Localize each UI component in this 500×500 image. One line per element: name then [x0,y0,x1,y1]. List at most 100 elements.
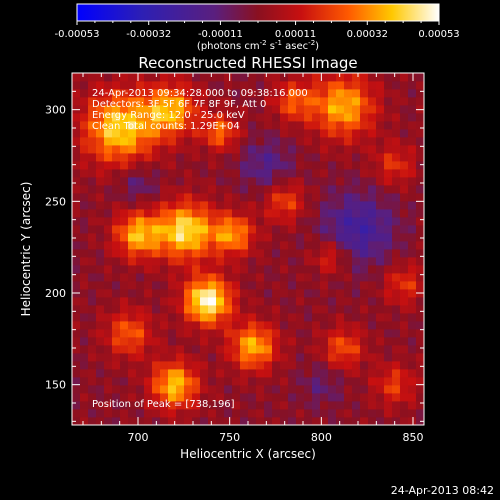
heatmap-cell [280,321,289,330]
heatmap-cell [256,249,265,258]
heatmap-cell [400,121,409,130]
heatmap-cell [136,393,145,402]
heatmap-cell [176,225,185,234]
heatmap-cell [320,193,329,202]
heatmap-cell [112,337,121,346]
heatmap-cell [344,153,353,162]
heatmap-cell [96,305,105,314]
heatmap-cell [320,153,329,162]
heatmap-cell [352,241,361,250]
heatmap-cell [176,329,185,338]
heatmap-cell [216,417,225,425]
heatmap-cell [248,329,257,338]
heatmap-cell [400,393,409,402]
heatmap-cell [328,305,337,314]
heatmap-cell [216,265,225,274]
heatmap-cell [392,353,401,362]
heatmap-cell [152,361,161,370]
heatmap-cell [248,289,257,298]
heatmap-cell [192,241,201,250]
heatmap-cell [240,377,249,386]
heatmap-cell [160,417,169,425]
heatmap-cell [160,105,169,114]
heatmap-cell [72,281,81,290]
heatmap-cell [416,273,424,282]
heatmap-cell [320,289,329,298]
heatmap-cell [160,73,169,82]
heatmap-cell [136,185,145,194]
heatmap-cell [136,217,145,226]
heatmap-cell [368,233,377,242]
heatmap-cell [160,161,169,170]
heatmap-cell [216,409,225,418]
heatmap-cell [256,161,265,170]
heatmap-cell [136,289,145,298]
heatmap-cell [384,265,393,274]
heatmap-cell [72,73,81,82]
heatmap-cell [176,409,185,418]
heatmap-cell [136,265,145,274]
heatmap-cell [344,97,353,106]
heatmap-cell [88,153,97,162]
heatmap-cell [152,249,161,258]
heatmap-cell [72,145,81,154]
heatmap-cell [304,233,313,242]
heatmap-cell [208,153,217,162]
heatmap-cell [240,193,249,202]
heatmap-cell [408,225,417,234]
heatmap-cell [280,297,289,306]
heatmap-cell [184,281,193,290]
heatmap-cell [112,73,121,82]
heatmap-cell [208,257,217,266]
heatmap-cell [336,409,345,418]
colorbar-tick-label: -0.00011 [198,29,243,40]
heatmap-cell [128,353,137,362]
heatmap-cell [312,409,321,418]
heatmap-cell [368,153,377,162]
heatmap-cell [208,169,217,178]
heatmap-cell [136,201,145,210]
heatmap-cell [104,137,113,146]
heatmap-cell [144,297,153,306]
heatmap-cell [352,417,361,425]
heatmap-cell [216,297,225,306]
heatmap-cell [296,265,305,274]
heatmap-cell [128,329,137,338]
heatmap-cell [128,289,137,298]
heatmap-cell [272,385,281,394]
heatmap-cell [400,361,409,370]
heatmap-cell [240,361,249,370]
heatmap-cell [88,73,97,82]
heatmap-cell [272,137,281,146]
heatmap-cell [192,137,201,146]
heatmap-cell [128,169,137,178]
heatmap-cell [160,353,169,362]
heatmap-cell [264,105,273,114]
heatmap-cell [360,265,369,274]
heatmap-cell [128,177,137,186]
heatmap-cell [160,393,169,402]
heatmap-cell [344,145,353,154]
heatmap-cell [96,233,105,242]
heatmap-cell [112,217,121,226]
heatmap-cell [208,105,217,114]
heatmap-cell [384,313,393,322]
heatmap-cell [256,201,265,210]
heatmap-cell [192,281,201,290]
heatmap-cell [200,385,209,394]
heatmap-cell [144,105,153,114]
heatmap-cell [200,105,209,114]
heatmap-cell [104,161,113,170]
heatmap-cell [80,329,89,338]
heatmap-cell [304,177,313,186]
heatmap-cell [88,337,97,346]
heatmap-cell [384,129,393,138]
heatmap-cell [104,241,113,250]
heatmap-cell [352,193,361,202]
heatmap-cell [288,145,297,154]
heatmap-cell [120,193,129,202]
heatmap-cell [328,361,337,370]
heatmap-cell [352,73,361,82]
heatmap-cell [104,305,113,314]
heatmap-cell [392,217,401,226]
